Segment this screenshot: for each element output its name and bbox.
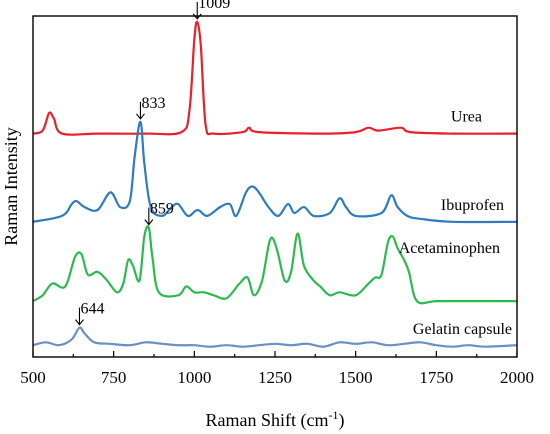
annotation-arrow-head (136, 113, 145, 120)
x-tick-label: 1750 (419, 368, 453, 387)
x-tick-label: 500 (20, 368, 46, 387)
x-tick-label: 1500 (339, 368, 373, 387)
x-tick-label: 750 (101, 368, 127, 387)
series-label-gelatin-capsule: Gelatin capsule (413, 321, 512, 338)
peak-annotation-833: 833 (141, 95, 165, 112)
series-line-ibuprofen (32, 120, 518, 224)
x-axis-title: Raman Shift (cm-1) (206, 408, 345, 431)
series-label-ibuprofen: Ibuprofen (441, 197, 504, 214)
x-tick-label: 1250 (258, 368, 292, 387)
plot-frame (32, 15, 518, 358)
series-line-gelatin-capsule (32, 326, 518, 348)
x-tick-label: 1000 (177, 368, 211, 387)
x-axis-title-sup: -1 (328, 408, 338, 422)
x-axis-title-end: ) (338, 410, 344, 431)
annotation-arrow-head (192, 13, 202, 20)
series-label-urea: Urea (451, 109, 482, 126)
y-axis-title: Raman Intensity (1, 127, 21, 245)
peak-annotation-859: 859 (150, 201, 174, 218)
x-tick-label: 2000 (500, 368, 534, 387)
peak-annotation-644: 644 (80, 301, 104, 318)
annotation-arrow-head (144, 219, 154, 226)
series-line-acetaminophen (32, 225, 517, 305)
x-axis-title-main: Raman Shift (cm (206, 410, 329, 431)
series-line-urea (32, 20, 518, 136)
series-label-acetaminophen: Acetaminophen (399, 240, 500, 257)
peak-annotation-1009: 1009 (198, 0, 230, 12)
annotation-arrow-head (75, 319, 84, 326)
